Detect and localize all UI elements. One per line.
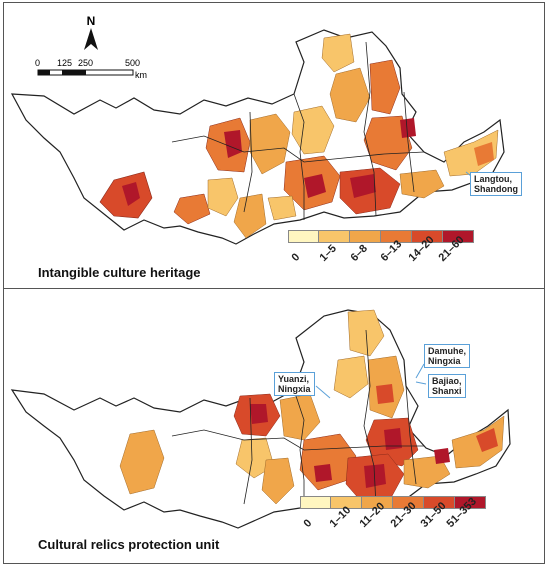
legend-labels-intangible: 0 1–5 6–8 6–13 14–20 21–60 [288, 234, 478, 272]
legend-swatch-4 [412, 230, 443, 243]
legend-swatch-1 [319, 230, 350, 243]
callout-yuanzi: Yuanzi, Ningxia [274, 372, 315, 396]
callout-langtou-line2: Shandong [474, 184, 518, 194]
scale-bar-graphic [37, 69, 134, 76]
panel-title-intangible: Intangible culture heritage [38, 265, 201, 280]
scale-tick-125: 125 [57, 58, 73, 68]
legend-swatch-3 [393, 496, 424, 509]
legend-swatch-1 [331, 496, 362, 509]
scale-tick-250: 250 [78, 58, 94, 68]
scale-tick-0: 0 [35, 58, 41, 68]
north-label: N [86, 14, 96, 28]
panel-intangible-heritage: Langtou, Shandong 0 1–5 6–8 6–13 14–20 2… [4, 2, 544, 288]
scale-unit: km [135, 70, 147, 80]
legend-label-0: 0 [301, 517, 315, 530]
scale-bar: 0 125 250 500 km [35, 58, 217, 88]
callout-damuhe: Damuhe, Ningxia [424, 344, 471, 368]
legend-swatch-2 [350, 230, 381, 243]
panel-cultural-relics: Yuanzi, Ningxia Damuhe, Ningxia Bajiao, … [4, 290, 544, 564]
panel-title-cultural: Cultural relics protection unit [38, 537, 220, 552]
callout-bajiao: Bajiao, Shanxi [428, 374, 466, 398]
map-intangible-heritage [10, 29, 505, 245]
legend-swatch-3 [381, 230, 412, 243]
legend-label-0: 0 [289, 251, 303, 264]
north-arrow: N [84, 14, 98, 55]
legend-swatch-4 [424, 496, 455, 509]
callout-yuanzi-line1: Yuanzi, [278, 374, 310, 384]
north-arrow-icon [84, 28, 98, 50]
legend-swatch-0 [300, 496, 331, 509]
scale-tick-500: 500 [125, 58, 141, 68]
figure-frame [3, 2, 545, 564]
callout-yuanzi-line2: Ningxia [278, 384, 311, 394]
callout-bajiao-line1: Bajiao, [432, 376, 462, 386]
legend-swatch-5 [443, 230, 474, 243]
legend-swatch-5 [455, 496, 486, 509]
legend-intangible-heritage [288, 230, 474, 243]
legend-labels-cultural: 0 1–10 11–20 21–30 31–50 51–353 [300, 496, 500, 538]
map-cultural-relics [10, 309, 511, 529]
callout-damuhe-line2: Ningxia [428, 356, 461, 366]
legend-swatch-2 [362, 496, 393, 509]
callout-bajiao-line2: Shanxi [432, 386, 462, 396]
callout-langtou: Langtou, Shandong [470, 172, 522, 196]
legend-swatch-0 [288, 230, 319, 243]
callout-langtou-line1: Langtou, [474, 174, 512, 184]
legend-cultural-relics [300, 496, 486, 509]
callout-damuhe-line1: Damuhe, [428, 346, 467, 356]
panel-divider [3, 288, 545, 289]
